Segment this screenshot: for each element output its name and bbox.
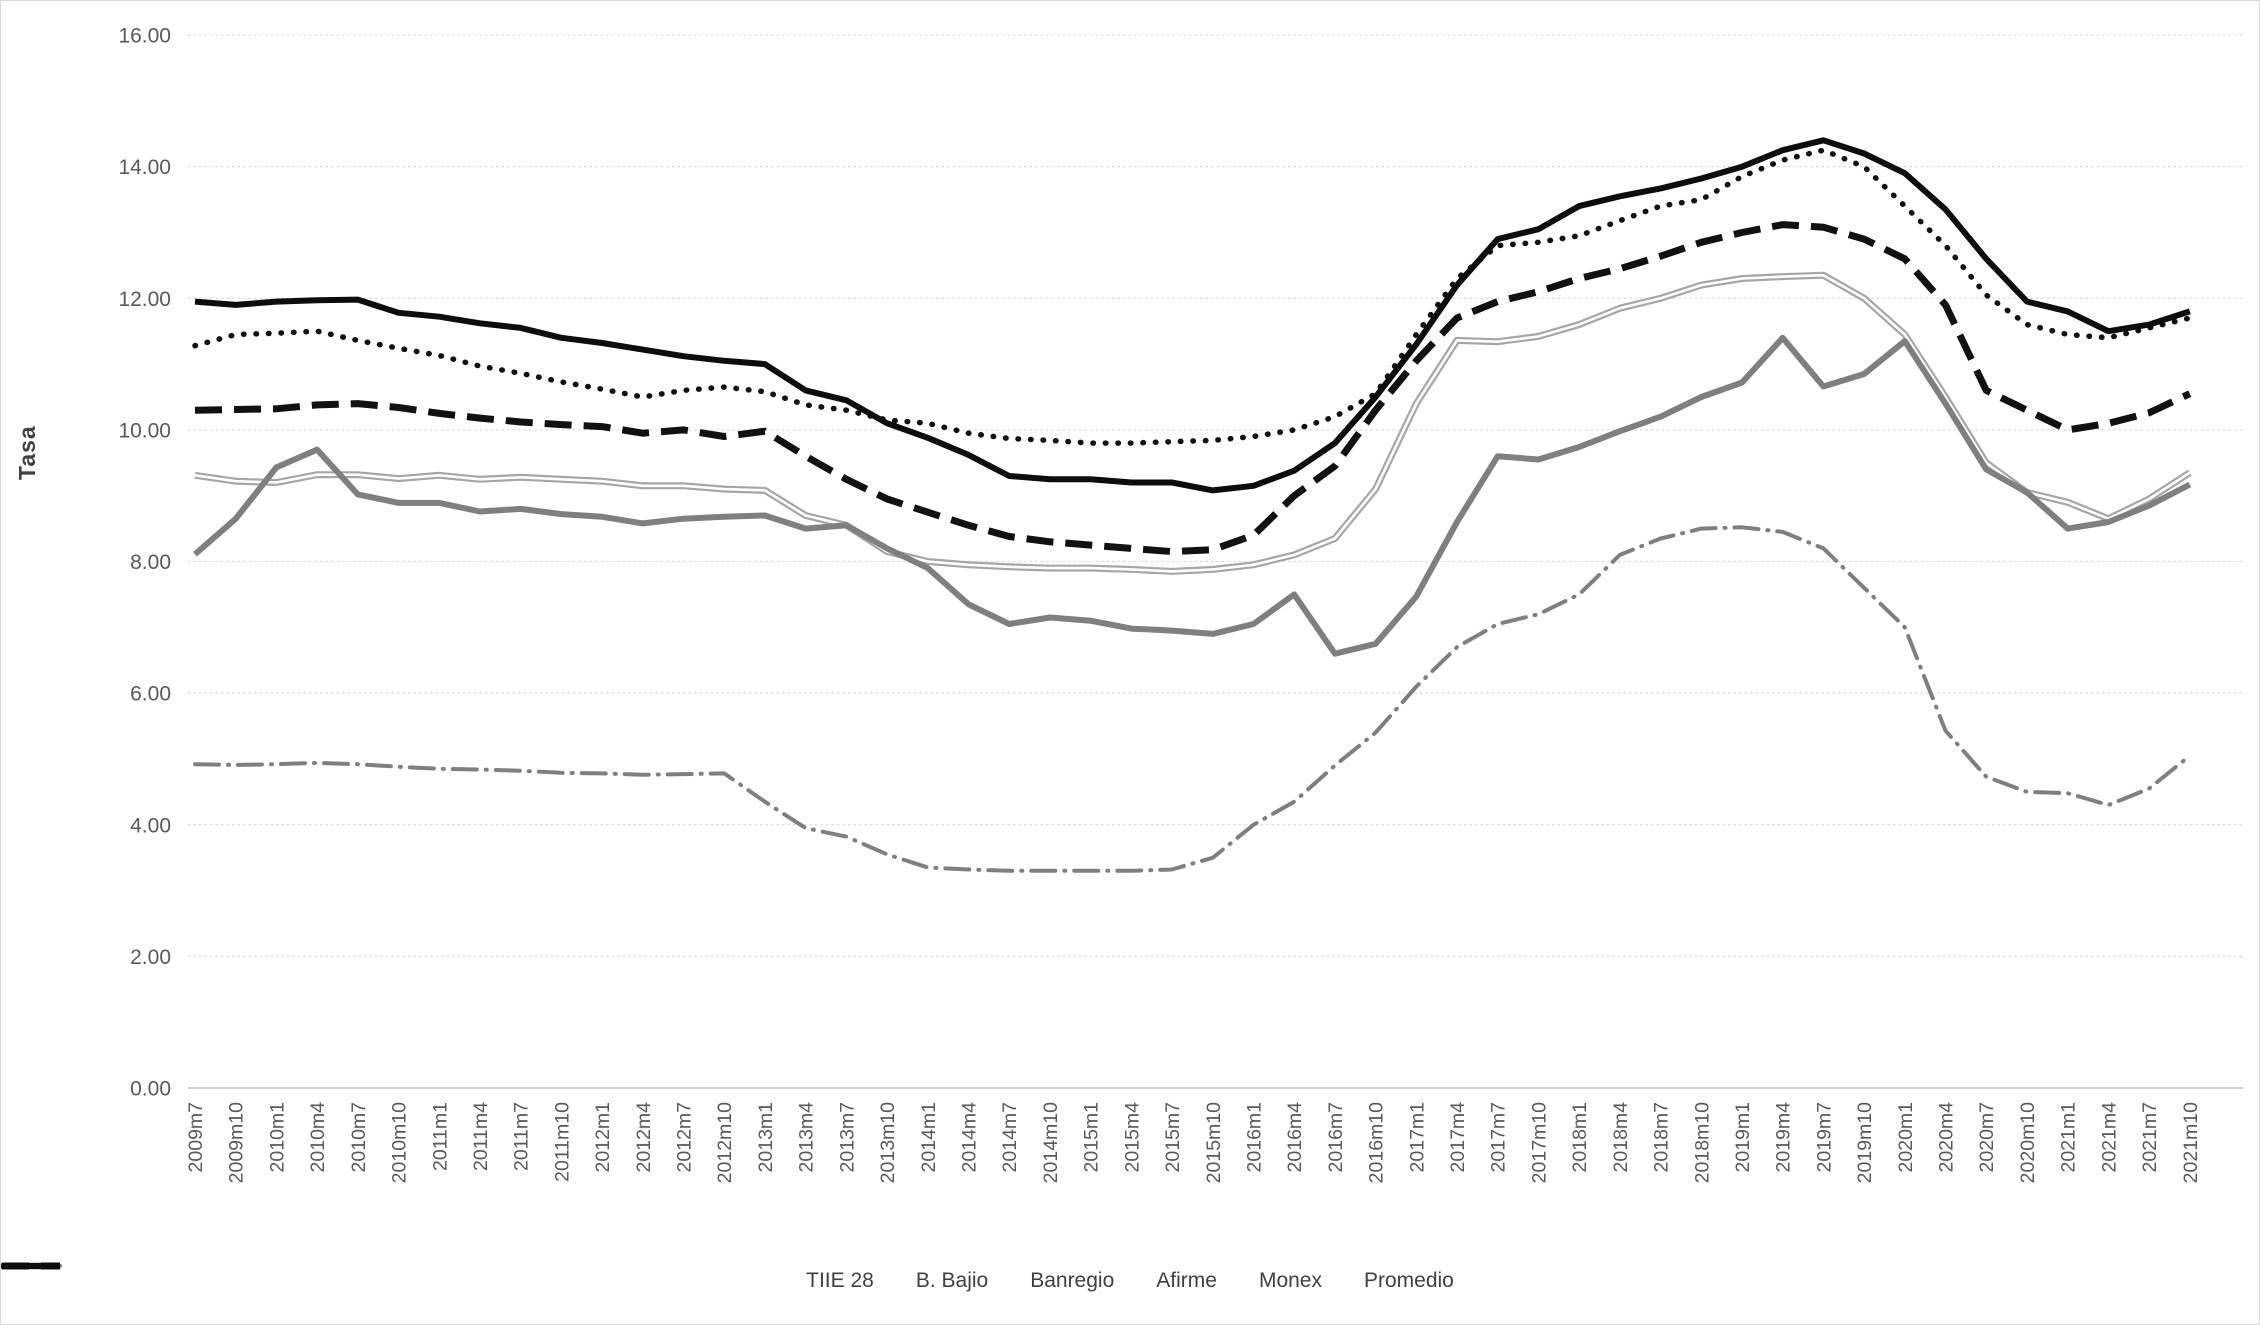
legend-label-promedio: Promedio — [1363, 1269, 1454, 1292]
legend-item-banregio: Banregio — [2, 1262, 1115, 1293]
x-tick-label-2015m7: 2015m7 — [1162, 1102, 1184, 1172]
legend-label-monex: Monex — [1258, 1269, 1322, 1292]
x-tick-label-2010m10: 2010m10 — [389, 1102, 411, 1183]
x-tick-label-2010m4: 2010m4 — [307, 1102, 329, 1173]
x-tick-label-2012m4: 2012m4 — [633, 1102, 655, 1173]
series-line-b-bajio — [194, 271, 2192, 575]
y-axis-title: Tasa — [14, 425, 40, 480]
x-tick-label-2014m10: 2014m10 — [1040, 1102, 1062, 1183]
x-tick-label-2016m1: 2016m1 — [1243, 1102, 1265, 1172]
y-tick-label-0.00: 0.00 — [130, 1078, 171, 1101]
y-tick-label-12.00: 12.00 — [118, 288, 171, 311]
x-tick-label-2017m1: 2017m1 — [1406, 1102, 1428, 1172]
x-tick-label-2019m7: 2019m7 — [1813, 1102, 1835, 1172]
x-tick-label-2015m1: 2015m1 — [1081, 1102, 1103, 1172]
series-line-tiie-28 — [193, 525, 2192, 873]
x-tick-label-2017m10: 2017m10 — [1528, 1102, 1550, 1183]
x-tick-label-2019m1: 2019m1 — [1732, 1102, 1754, 1172]
x-axis-labels: 2009m7 2009m10 2010m1 2010m4 2010m7 2010m10 20… — [185, 1102, 2202, 1183]
x-tick-label-2013m1: 2013m1 — [755, 1102, 777, 1172]
x-tick-label-2009m7: 2009m7 — [185, 1102, 207, 1172]
x-tick-label-2020m1: 2020m1 — [1895, 1102, 1917, 1172]
x-tick-label-2017m7: 2017m7 — [1488, 1102, 1510, 1172]
y-tick-label-2.00: 2.00 — [130, 946, 171, 969]
legend-item-b-bajio: B. Bajio — [2, 1262, 989, 1293]
series-line-afirme — [192, 147, 2193, 446]
x-tick-label-2021m10: 2021m10 — [2180, 1102, 2202, 1183]
y-tick-label-16.00: 16.00 — [118, 25, 171, 48]
x-tick-label-2012m7: 2012m7 — [674, 1102, 696, 1172]
x-tick-label-2016m4: 2016m4 — [1284, 1102, 1306, 1173]
series-line-monex — [193, 334, 2192, 657]
x-tick-label-2011m7: 2011m7 — [511, 1102, 533, 1171]
chart-legend: TIIE 28 B. Bajio Banregio Afirme Monex P… — [0, 1258, 2260, 1304]
y-tick-label-8.00: 8.00 — [130, 551, 171, 574]
series-lines — [192, 137, 2193, 873]
x-tick-label-2021m7: 2021m7 — [2139, 1102, 2161, 1172]
x-tick-label-2021m4: 2021m4 — [2098, 1102, 2120, 1173]
x-tick-label-2014m4: 2014m4 — [958, 1102, 980, 1173]
y-tick-label-4.00: 4.00 — [130, 814, 171, 837]
x-tick-label-2018m1: 2018m1 — [1569, 1102, 1591, 1172]
x-tick-label-2019m10: 2019m10 — [1854, 1102, 1876, 1183]
x-tick-label-2017m4: 2017m4 — [1447, 1102, 1469, 1173]
legend-item-monex: Monex — [2, 1263, 1322, 1293]
x-tick-label-2013m10: 2013m10 — [877, 1102, 899, 1183]
x-tick-label-2012m10: 2012m10 — [714, 1102, 736, 1183]
x-tick-label-2011m4: 2011m4 — [470, 1102, 492, 1171]
x-tick-label-2014m7: 2014m7 — [999, 1102, 1021, 1172]
legend-item-afirme: Afirme — [0, 1263, 1217, 1293]
x-tick-label-2020m10: 2020m10 — [2017, 1102, 2039, 1183]
x-tick-label-2018m10: 2018m10 — [1691, 1102, 1713, 1183]
legend-label-tiie-28: TIIE 28 — [806, 1269, 874, 1292]
x-tick-label-2016m10: 2016m10 — [1366, 1102, 1388, 1183]
x-tick-label-2010m1: 2010m1 — [266, 1102, 288, 1172]
legend-swatch-promedio-line-icon — [2, 1263, 60, 1269]
x-tick-label-2021m1: 2021m1 — [2058, 1102, 2080, 1172]
x-tick-label-2015m4: 2015m4 — [1121, 1102, 1143, 1173]
x-tick-label-2011m10: 2011m10 — [551, 1102, 573, 1182]
x-tick-label-2016m7: 2016m7 — [1325, 1102, 1347, 1172]
x-tick-label-2018m7: 2018m7 — [1651, 1102, 1673, 1172]
x-tick-label-2012m1: 2012m1 — [592, 1102, 614, 1172]
series-line-banregio — [194, 221, 2192, 556]
y-tick-label-10.00: 10.00 — [118, 419, 171, 442]
y-tick-label-6.00: 6.00 — [130, 683, 171, 706]
x-tick-label-2013m7: 2013m7 — [836, 1102, 858, 1172]
x-tick-label-2014m1: 2014m1 — [918, 1102, 940, 1172]
series-line-promedio — [194, 137, 2191, 494]
x-tick-label-2010m7: 2010m7 — [348, 1102, 370, 1172]
x-tick-label-2013m4: 2013m4 — [796, 1102, 818, 1173]
legend-label-banregio: Banregio — [1030, 1269, 1115, 1292]
y-tick-label-14.00: 14.00 — [118, 156, 171, 179]
legend-label-b-bajio: B. Bajio — [915, 1269, 989, 1292]
series-line-b-bajio-inner — [194, 273, 2191, 573]
gridlines — [188, 34, 2243, 1089]
legend-item-promedio: Promedio — [2, 1263, 1454, 1293]
x-tick-label-2009m10: 2009m10 — [226, 1102, 248, 1183]
y-axis-labels: 0.00 2.00 4.00 6.00 8.00 10.00 12.00 14.00 16.00 — [118, 25, 171, 1101]
legend-label-afirme: Afirme — [1156, 1269, 1217, 1292]
x-tick-label-2018m4: 2018m4 — [1610, 1102, 1632, 1173]
x-tick-label-2020m4: 2020m4 — [1936, 1102, 1958, 1173]
legend-item-tiie-28: TIIE 28 — [0, 1264, 874, 1293]
x-tick-label-2019m4: 2019m4 — [1773, 1102, 1795, 1173]
x-tick-label-2011m1: 2011m1 — [429, 1102, 451, 1171]
x-tick-label-2015m10: 2015m10 — [1203, 1102, 1225, 1183]
x-tick-label-2020m7: 2020m7 — [1976, 1102, 1998, 1172]
